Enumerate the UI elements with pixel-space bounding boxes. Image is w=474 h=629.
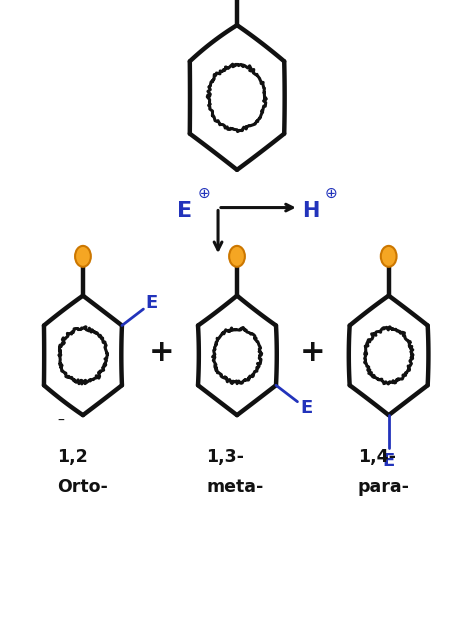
Text: ⊕: ⊕: [325, 186, 337, 201]
Text: 1,2: 1,2: [57, 448, 88, 466]
Text: ⊕: ⊕: [198, 186, 210, 201]
Text: para-: para-: [358, 478, 410, 496]
Circle shape: [381, 246, 397, 267]
Text: Orto-: Orto-: [57, 478, 108, 496]
Text: +: +: [300, 338, 326, 367]
Text: E: E: [383, 452, 395, 470]
Text: –: –: [57, 414, 64, 428]
Circle shape: [229, 246, 245, 267]
Text: 1,4-: 1,4-: [358, 448, 396, 466]
Circle shape: [75, 246, 91, 267]
Text: E: E: [177, 201, 192, 221]
Text: E: E: [300, 399, 312, 417]
Text: H: H: [302, 201, 319, 221]
Text: meta-: meta-: [206, 478, 264, 496]
Text: E: E: [146, 294, 158, 311]
Text: +: +: [148, 338, 174, 367]
Text: 1,3-: 1,3-: [206, 448, 244, 466]
